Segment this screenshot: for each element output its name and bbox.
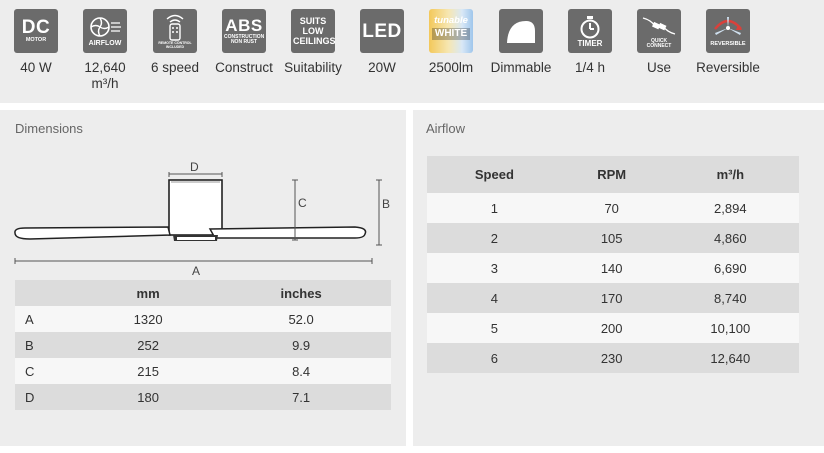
airflow-title: Airflow bbox=[426, 121, 466, 136]
table-header-row: mm inches bbox=[15, 280, 391, 306]
table-header: mm bbox=[85, 280, 212, 306]
table-row: D 180 7.1 bbox=[15, 384, 391, 410]
feature-remote-control: REMOTE CONTROL INCLUDED 6 speed bbox=[140, 9, 210, 76]
dimensions-table: mm inches A 1320 52.0 B 252 9.9 C 215 8.… bbox=[15, 280, 391, 410]
diagram-label-c: C bbox=[298, 196, 307, 210]
table-row: B 252 9.9 bbox=[15, 332, 391, 358]
feature-dimmable: Dimmable bbox=[486, 9, 556, 76]
table-row: A 1320 52.0 bbox=[15, 306, 391, 332]
feature-airflow: AIRFLOW 12,640 m³/h bbox=[70, 9, 140, 92]
feature-label: Construct bbox=[215, 60, 273, 75]
reversible-icon: REVERSIBLE bbox=[706, 9, 750, 53]
abs-construction-icon: ABS CONSTRUCTION NON RUST bbox=[222, 9, 266, 53]
table-header: inches bbox=[211, 280, 391, 306]
table-row: 4 170 8,740 bbox=[427, 283, 799, 313]
feature-label: Use bbox=[646, 60, 671, 75]
table-row: C 215 8.4 bbox=[15, 358, 391, 384]
feature-label: 2500lm bbox=[428, 60, 474, 75]
feature-tunable-white: tunable WHITE 2500lm bbox=[416, 9, 486, 76]
quick-connect-icon: QUICK CONNECT bbox=[637, 9, 681, 53]
feature-label: 12,640 m³/h bbox=[84, 60, 126, 91]
table-row: 6 230 12,640 bbox=[427, 343, 799, 373]
fan-dimension-diagram: D C B A bbox=[14, 160, 390, 275]
table-header: m³/h bbox=[661, 156, 799, 193]
table-header-row: Speed RPM m³/h bbox=[427, 156, 799, 193]
feature-reversible: REVERSIBLE Reversible bbox=[693, 9, 763, 76]
feature-label: 6 speed bbox=[150, 60, 200, 75]
feature-label: Dimmable bbox=[490, 60, 552, 75]
feature-led: LED 20W bbox=[347, 9, 417, 76]
low-ceilings-icon: SUITS LOW CEILINGS bbox=[291, 9, 335, 53]
dc-motor-icon: DC MOTOR bbox=[14, 9, 58, 53]
diagram-label-b: B bbox=[382, 197, 390, 211]
feature-label: 40 W bbox=[20, 60, 52, 75]
timer-icon: TIMER bbox=[568, 9, 612, 53]
table-row: 1 70 2,894 bbox=[427, 193, 799, 223]
diagram-label-a: A bbox=[192, 264, 200, 275]
feature-dc-motor: DC MOTOR 40 W bbox=[1, 9, 71, 76]
airflow-panel: Airflow Speed RPM m³/h 1 70 2,894 2 105 … bbox=[413, 110, 824, 446]
feature-quick-connect: QUICK CONNECT Use bbox=[624, 9, 694, 76]
dimmable-icon bbox=[499, 9, 543, 53]
feature-timer: TIMER 1/4 h bbox=[555, 9, 625, 76]
airflow-table: Speed RPM m³/h 1 70 2,894 2 105 4,860 3 … bbox=[427, 156, 799, 373]
table-header bbox=[15, 280, 85, 306]
table-row: 5 200 10,100 bbox=[427, 313, 799, 343]
feature-low-ceilings: SUITS LOW CEILINGS Suitability bbox=[278, 9, 348, 76]
table-row: 2 105 4,860 bbox=[427, 223, 799, 253]
tunable-white-icon: tunable WHITE bbox=[429, 9, 473, 53]
table-header: RPM bbox=[561, 156, 662, 193]
remote-control-icon: REMOTE CONTROL INCLUDED bbox=[153, 9, 197, 53]
feature-label: 1/4 h bbox=[574, 60, 606, 75]
feature-label: Reversible bbox=[696, 60, 760, 75]
airflow-icon: AIRFLOW bbox=[83, 9, 127, 53]
table-header: Speed bbox=[427, 156, 562, 193]
dimensions-panel: Dimensions D C B A mm bbox=[0, 110, 406, 446]
led-icon: LED bbox=[360, 9, 404, 53]
table-row: 3 140 6,690 bbox=[427, 253, 799, 283]
diagram-label-d: D bbox=[190, 160, 199, 174]
feature-strip: DC MOTOR 40 W AIRFLOW 12,640 m³/h bbox=[0, 0, 824, 103]
feature-label: 20W bbox=[368, 60, 396, 75]
dimensions-title: Dimensions bbox=[15, 121, 83, 136]
feature-label: Suitability bbox=[284, 60, 342, 75]
feature-abs: ABS CONSTRUCTION NON RUST Construct bbox=[209, 9, 279, 76]
